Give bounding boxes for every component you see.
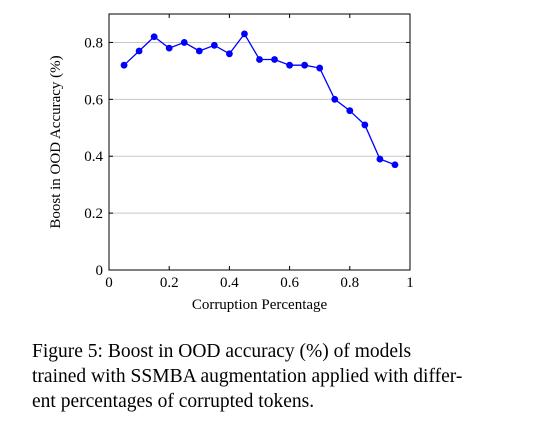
x-tick-label: 0.6 bbox=[280, 275, 299, 291]
data-point bbox=[195, 47, 203, 55]
axis-ticks bbox=[108, 14, 411, 271]
y-tick-label: 0.6 bbox=[84, 92, 103, 108]
data-point bbox=[226, 50, 233, 58]
data-point bbox=[271, 56, 278, 63]
data-point bbox=[331, 95, 339, 103]
data-point bbox=[150, 33, 158, 41]
data-point bbox=[180, 39, 188, 46]
axis-tick-labels: 0 0.2 0.4 0.6 0.8 0 0.2 0.4 0.6 0.8 1 bbox=[84, 35, 414, 291]
data-point bbox=[286, 61, 293, 69]
line-chart: 0 0.2 0.4 0.6 0.8 0 0.2 0.4 0.6 0.8 1 Corruption P… bbox=[48, 13, 414, 313]
data-point bbox=[120, 61, 128, 69]
data-point bbox=[256, 56, 263, 63]
x-axis-label: Corruption Percentage bbox=[192, 297, 328, 313]
y-axis-label: Boost in OOD Accuracy (%) bbox=[48, 55, 64, 228]
y-tick-label: 0.2 bbox=[84, 206, 103, 222]
y-tick-label: 0.4 bbox=[84, 149, 103, 165]
data-point bbox=[241, 30, 248, 38]
data-point bbox=[361, 121, 369, 129]
data-point bbox=[376, 155, 384, 163]
x-tick-label: 0 bbox=[105, 275, 113, 291]
y-tick-label: 0.8 bbox=[84, 35, 103, 51]
data-point bbox=[316, 64, 324, 72]
caption-line: trained with SSMBA augmentation applied … bbox=[32, 366, 463, 387]
grid-lines bbox=[109, 41, 410, 214]
y-tick-label: 0 bbox=[96, 263, 104, 279]
x-tick-label: 0.8 bbox=[340, 275, 359, 291]
data-point bbox=[165, 44, 173, 52]
data-point bbox=[210, 41, 218, 49]
data-point bbox=[391, 161, 399, 169]
x-tick-label: 0.2 bbox=[160, 275, 179, 291]
plot-frame bbox=[108, 13, 411, 271]
series-points bbox=[120, 30, 399, 169]
x-tick-label: 1 bbox=[406, 275, 414, 291]
figure-caption: Figure 5: Boost in OOD accuracy (%) of m… bbox=[32, 339, 514, 414]
data-point bbox=[301, 61, 309, 69]
data-point bbox=[135, 47, 143, 55]
data-point bbox=[346, 107, 354, 115]
x-tick-label: 0.4 bbox=[220, 275, 239, 291]
caption-line: Figure 5: Boost in OOD accuracy (%) of m… bbox=[32, 341, 412, 362]
caption-line: ent percentages of corrupted tokens. bbox=[32, 391, 315, 412]
